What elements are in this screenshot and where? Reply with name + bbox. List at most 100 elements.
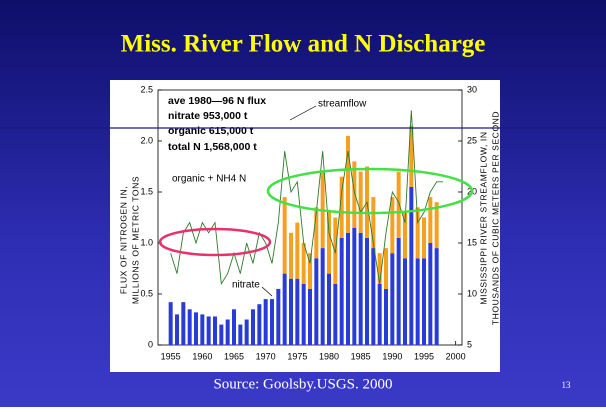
y2-tick-label: 15: [467, 237, 477, 247]
bar-segment: [238, 324, 243, 345]
source: Source: Goolsby.USGS. 2000: [213, 376, 392, 392]
bar-segment: [346, 232, 350, 345]
bar-segment: [339, 176, 344, 238]
annotation: nitrate 953,000 t: [168, 110, 248, 122]
y-tick-label: 2.0: [140, 135, 153, 145]
streamflow-line: [170, 110, 443, 286]
bar-segment: [308, 253, 312, 289]
y-tick-label: 2.5: [140, 84, 153, 94]
bar-segment: [403, 258, 407, 345]
annotation: ave 1980—96 N flux: [168, 95, 266, 107]
pointer: [289, 105, 317, 121]
bar-segment: [434, 202, 439, 249]
y2-tick-label: 30: [467, 84, 477, 94]
x-tick-label: 1970: [256, 351, 276, 361]
highlight-ellipse: [158, 227, 272, 257]
bar-segment: [257, 304, 262, 345]
bar-segment: [390, 253, 395, 345]
y-axis-label: MILLIONS OF METRIC TONS: [130, 176, 140, 304]
series-label: organic + NH4 N: [172, 174, 246, 185]
bar-segment: [181, 302, 186, 345]
y2-tick-label: 10: [467, 288, 477, 298]
bar-segment: [282, 197, 287, 274]
bar-segment: [289, 232, 293, 279]
bar-segment: [352, 161, 357, 228]
bar-segment: [434, 248, 439, 345]
y-tick-label: 1.0: [140, 237, 153, 247]
bar-segment: [213, 316, 217, 345]
bar-segment: [270, 299, 274, 345]
bar-segment: [358, 171, 363, 233]
bar-segment: [409, 125, 414, 187]
bar-segment: [168, 302, 173, 345]
bar-segment: [377, 253, 382, 284]
bar-segment: [301, 243, 306, 284]
bar-segment: [377, 283, 382, 345]
series-label: streamflow: [318, 99, 367, 110]
bar-segment: [415, 258, 420, 345]
bar-segment: [282, 273, 287, 345]
bar-segment: [206, 316, 211, 345]
bar-segment: [371, 197, 376, 249]
bar-segment: [232, 309, 236, 345]
bar-segment: [276, 288, 281, 345]
y2-tick-label: 25: [467, 135, 477, 145]
bar-segment: [225, 319, 230, 345]
bar-segment: [396, 237, 401, 345]
y2-axis-label: THOUSANDS OF CUBIC METERS PER SECOND: [490, 111, 500, 325]
bar-segment: [333, 283, 338, 345]
x-tick-label: 1980: [319, 351, 339, 361]
x-tick-label: 2000: [446, 351, 466, 361]
bar-segment: [320, 248, 325, 345]
y-tick-label: 0.5: [140, 288, 153, 298]
bar-segment: [314, 207, 319, 259]
slide-title: Miss. River Flow and N Discharge: [121, 31, 486, 58]
x-tick-label: 1985: [351, 351, 371, 361]
bar-segment: [403, 212, 407, 259]
bar-segment: [295, 278, 300, 345]
y2-axis-label: MISSISSIPPI RIVER STREAMFLOW, IN: [478, 131, 488, 304]
x-tick-label: 1975: [287, 351, 307, 361]
bar-segment: [428, 197, 433, 243]
bar-segment: [175, 314, 179, 345]
y-axis-label: FLUX OF NITROGEN IN,: [118, 186, 128, 294]
y2-tick-label: 5: [467, 339, 472, 349]
bar-segment: [289, 278, 293, 345]
bar-segment: [244, 319, 249, 345]
y-tick-label: 1.5: [140, 186, 153, 196]
bar-segment: [251, 309, 255, 345]
bar-segment: [365, 237, 369, 345]
highlight-ellipse: [266, 167, 474, 215]
bar-segment: [295, 222, 300, 279]
annotation: total N 1,568,000 t: [168, 141, 257, 153]
y-tick-label: 0: [148, 339, 153, 349]
series-label: nitrate: [232, 280, 260, 291]
slide-number: 13: [562, 380, 572, 390]
bar-segment: [187, 309, 192, 345]
bar-segment: [194, 312, 198, 345]
bar-segment: [415, 207, 420, 259]
bar-segment: [384, 288, 388, 345]
bar-segment: [346, 135, 350, 233]
bar-segment: [327, 273, 331, 345]
bar-segment: [327, 212, 331, 274]
bar-segment: [352, 227, 357, 345]
bar-segment: [301, 283, 306, 345]
bar-segment: [422, 258, 426, 345]
bar-segment: [219, 324, 224, 345]
pointer: [261, 286, 273, 297]
bar-segment: [314, 258, 319, 345]
bar-segment: [308, 288, 312, 345]
bar-segment: [396, 171, 401, 238]
bar-segment: [263, 299, 268, 345]
bar-segment: [200, 314, 205, 345]
bar-segment: [428, 243, 433, 345]
bar-segment: [409, 186, 414, 345]
bar-segment: [390, 197, 395, 254]
bar-segment: [384, 248, 388, 289]
annotation: organic 615,000 t: [168, 125, 254, 137]
bar-segment: [422, 217, 426, 259]
x-tick-label: 1965: [224, 351, 244, 361]
